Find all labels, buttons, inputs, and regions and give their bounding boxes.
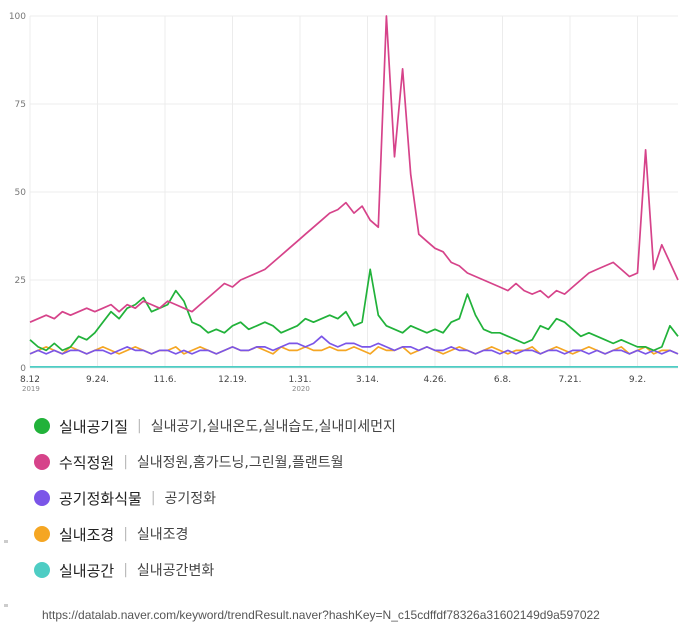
legend-separator: | [123,526,128,542]
legend-keywords: 공기정화 [164,491,217,507]
legend-keywords: 실내정원,홈가드닝,그린월,플랜트월 [136,455,344,471]
legend-keywords: 실내공간변화 [136,563,215,579]
series-color-dot [34,454,50,470]
edge-mark [4,540,8,543]
legend-series-name: 공기정화식물 [59,489,142,508]
edge-mark [4,604,8,607]
y-tick-label: 0 [20,364,26,374]
legend-keywords: 실내조경 [136,527,189,543]
x-tick-year-label: 2020 [292,385,310,393]
y-tick-label: 50 [15,188,27,198]
legend-series-name: 수직정원 [59,453,115,472]
legend-series-name: 실내공간 [59,561,115,580]
y-tick-label: 75 [15,100,26,110]
x-tick-label: 11.6. [154,375,177,385]
series-color-dot [34,562,50,578]
source-url[interactable]: https://datalab.naver.com/keyword/trendR… [42,608,600,622]
chart-grid [29,15,678,369]
y-tick-label: 100 [9,12,26,22]
series-line-air-purifying-plants [29,335,679,355]
x-tick-label: 12.19. [218,375,247,385]
series-line-indoor-landscaping [29,346,679,355]
legend-separator: | [123,562,128,578]
series-color-dot [34,526,50,542]
legend-series-name: 실내조경 [59,525,115,544]
x-tick-label: 4.26. [424,375,447,385]
series-line-vertical-garden [29,15,679,323]
series-color-dot [34,418,50,434]
x-tick-label: 9.2. [629,375,646,385]
x-tick-label: 8.12 [20,375,40,385]
legend-item-air-purifying-plants[interactable]: 공기정화식물 | 공기정화 [34,480,396,516]
legend-item-indoor-air-quality[interactable]: 실내공기질 | 실내공기,실내온도,실내습도,실내미세먼지 [34,408,396,444]
chart-legend: 실내공기질 | 실내공기,실내온도,실내습도,실내미세먼지 수직정원 | 실내정… [34,408,396,588]
x-tick-label: 9.24. [86,375,109,385]
x-tick-label: 6.8. [494,375,511,385]
legend-item-indoor-landscaping[interactable]: 실내조경 | 실내조경 [34,516,396,552]
y-tick-label: 25 [15,276,26,286]
legend-series-name: 실내공기질 [59,417,129,436]
series-line-indoor-air-quality [29,268,679,352]
legend-separator: | [123,454,128,470]
legend-item-vertical-garden[interactable]: 수직정원 | 실내정원,홈가드닝,그린월,플랜트월 [34,444,396,480]
series-lines [29,15,679,368]
legend-item-indoor-space[interactable]: 실내공간 | 실내공간변화 [34,552,396,588]
legend-separator: | [150,490,156,506]
x-tick-label: 1.31. [289,375,312,385]
legend-keywords: 실내공기,실내온도,실내습도,실내미세먼지 [150,419,396,435]
x-tick-label: 7.21. [559,375,582,385]
y-axis-ticks: 0 25 50 75 100 [9,12,26,374]
x-tick-year-label: 2019 [22,385,40,393]
series-color-dot [34,490,50,506]
x-tick-label: 3.14. [356,375,379,385]
legend-separator: | [137,418,142,434]
